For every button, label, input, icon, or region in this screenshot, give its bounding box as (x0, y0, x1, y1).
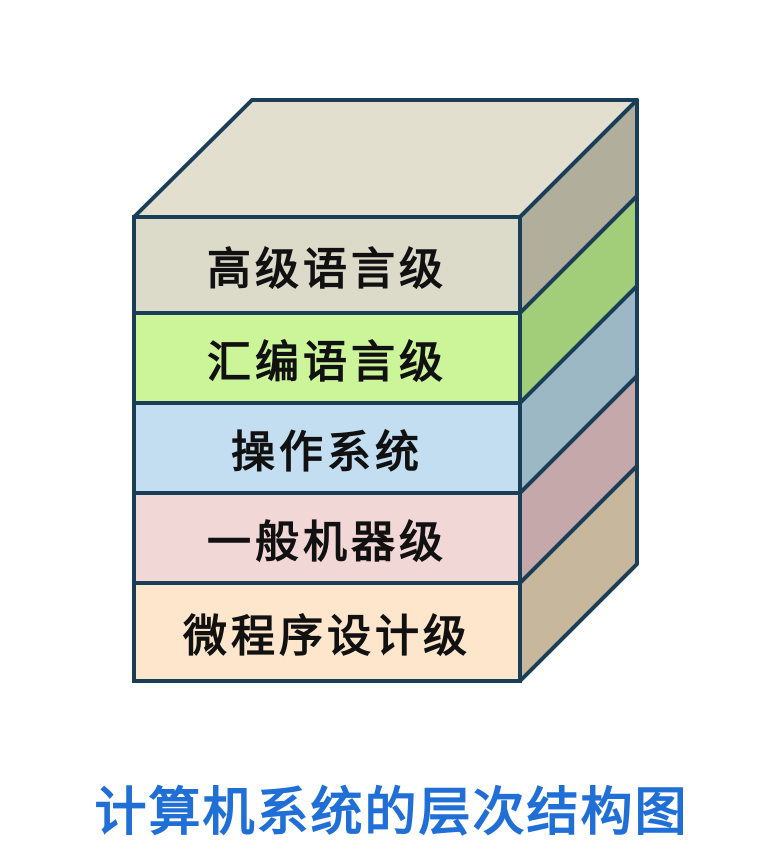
layer-front-assembly-language (132, 311, 522, 405)
diagram-caption: 计算机系统的层次结构图 (94, 782, 689, 843)
layer-front-high-level-language (132, 215, 522, 315)
layer-label-operating-system: 操作系统 (231, 427, 423, 478)
layer-label-general-machine: 一般机器级 (207, 517, 447, 568)
layer-front-microprogram (132, 581, 522, 683)
layer-front-general-machine (132, 491, 522, 585)
layer-label-high-level-language: 高级语言级 (207, 244, 447, 295)
layer-label-assembly-language: 汇编语言级 (207, 337, 447, 388)
stack-shapes (132, 98, 639, 683)
stack-layer-faces (132, 98, 639, 683)
layer-label-microprogram: 微程序设计级 (183, 611, 471, 662)
